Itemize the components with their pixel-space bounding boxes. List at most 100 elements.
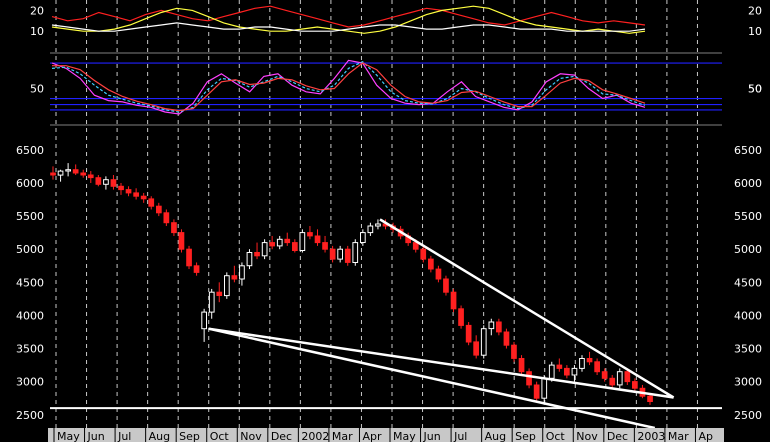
candle-body	[329, 248, 336, 260]
x-tick-label: Oct	[210, 430, 230, 442]
x-tick-label: 2002	[301, 430, 329, 442]
candle-body	[186, 248, 192, 267]
candle-body	[412, 242, 419, 250]
y-tick-label-right: 4000	[734, 309, 762, 322]
y-tick-label-right: 10	[748, 25, 762, 38]
candle-body	[564, 367, 570, 376]
candle-body	[458, 308, 464, 326]
candle-body	[103, 179, 109, 185]
x-tick-label: Apr	[362, 430, 382, 442]
candle-body	[443, 278, 449, 293]
candle-body	[269, 242, 275, 247]
x-tick-label: May	[393, 430, 416, 442]
candle-body	[647, 395, 653, 403]
candle-body	[57, 170, 64, 176]
candle-body	[261, 242, 268, 257]
oscillator-series-line	[51, 59, 646, 115]
x-tick-label: Aug	[485, 430, 506, 442]
y-tick-label-right: 2500	[734, 409, 762, 422]
candle-body	[178, 232, 185, 250]
y-tick-label-right: 50	[748, 83, 762, 96]
candle-body	[140, 195, 147, 200]
candle-body	[87, 174, 94, 179]
candle-body	[118, 185, 124, 191]
candle-body	[72, 169, 79, 174]
x-tick-label: Dec	[607, 430, 628, 442]
y-tick-label-right: 5000	[734, 243, 762, 256]
x-tick-label: Dec	[271, 430, 292, 442]
candle-body	[50, 172, 56, 176]
candle-body	[473, 341, 479, 356]
y-tick-label: 50	[30, 83, 44, 96]
x-axis-strip	[48, 428, 724, 442]
candle-body	[239, 265, 245, 280]
oscillator-series-line	[52, 62, 646, 112]
candle-body	[616, 371, 623, 386]
x-tick-label: Sep	[515, 430, 536, 442]
trendline	[379, 218, 675, 399]
candle-body	[352, 242, 359, 264]
candle-body	[533, 384, 540, 399]
candle-body	[609, 377, 616, 386]
candle-body	[299, 232, 306, 252]
candle-body	[367, 225, 374, 234]
candle-body	[208, 291, 215, 313]
candle-body	[632, 381, 638, 389]
candle-body	[65, 169, 72, 172]
candle-body	[80, 172, 87, 176]
candle-body	[193, 265, 200, 273]
candle-body	[314, 235, 321, 244]
candle-body	[579, 358, 585, 369]
candle-body	[503, 331, 510, 346]
candle-body	[292, 242, 298, 252]
oscillator-series-line	[51, 60, 646, 113]
y-tick-label-right: 4500	[734, 276, 762, 289]
candle-body	[171, 222, 177, 234]
y-tick-label-right: 3500	[734, 343, 762, 356]
oscillator-series-line	[51, 5, 646, 28]
candle-body	[307, 232, 313, 237]
y-tick-label: 3500	[16, 343, 44, 356]
candle-body	[156, 205, 162, 214]
x-tick-label: Aug	[149, 430, 170, 442]
y-tick-label-right: 50	[748, 83, 762, 96]
candle-body	[110, 179, 117, 187]
candle-body	[276, 238, 283, 247]
trendline	[208, 327, 674, 399]
y-tick-label: 6500	[16, 144, 44, 157]
x-tick-label: Mar	[332, 430, 353, 442]
y-tick-label: 20	[30, 4, 44, 17]
candle-body	[216, 291, 223, 297]
candle-body	[435, 268, 442, 280]
candle-body	[601, 371, 608, 379]
candle-body	[133, 192, 140, 197]
candle-body	[254, 252, 260, 257]
y-tick-label-right: 5500	[734, 210, 762, 223]
candle-body	[428, 258, 434, 270]
y-tick-label-right: 6000	[734, 177, 762, 190]
candle-body	[526, 371, 532, 386]
x-tick-label: Jun	[87, 430, 105, 442]
x-tick-label: Oct	[546, 430, 566, 442]
candle-body	[148, 198, 155, 207]
candle-body	[201, 311, 208, 330]
candle-body	[450, 291, 457, 310]
candle-body	[465, 324, 472, 343]
x-tick-label: Mar	[668, 430, 689, 442]
candle-body	[548, 364, 555, 379]
candle-body	[518, 358, 525, 373]
x-tick-label: May	[57, 430, 80, 442]
x-tick-label: Sep	[179, 430, 200, 442]
x-tick-label: Nov	[576, 430, 598, 442]
candle-body	[322, 242, 328, 250]
y-tick-label: 2500	[16, 409, 44, 422]
x-tick-label: Nov	[240, 430, 262, 442]
x-tick-label: Ap	[698, 430, 713, 442]
oscillator-series-line	[51, 5, 646, 34]
x-tick-label: Jul	[453, 430, 467, 442]
y-tick-label: 10	[30, 25, 44, 38]
candle-body	[95, 177, 102, 185]
candle-body	[125, 189, 132, 194]
candle-body	[541, 377, 548, 399]
